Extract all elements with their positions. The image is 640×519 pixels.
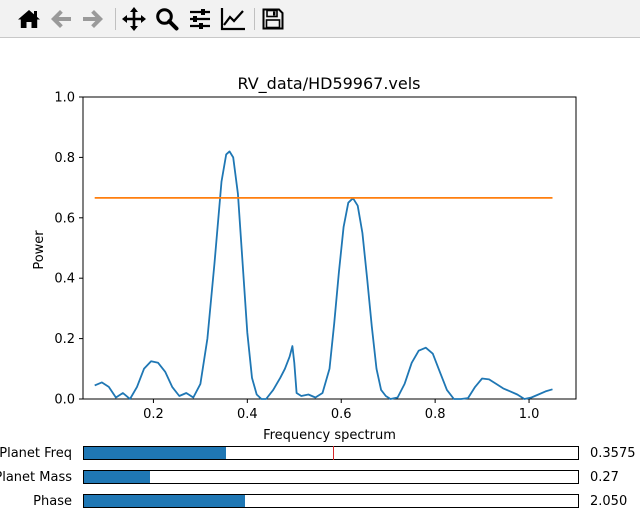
phase-slider[interactable]: [83, 494, 579, 508]
y-tick-label: 0.6: [54, 211, 75, 226]
y-tick-label: 0.0: [54, 393, 75, 408]
x-tick-label: 0.2: [143, 407, 164, 422]
planet-freq-initial-marker: [333, 446, 335, 460]
phase-label: Phase: [33, 494, 72, 509]
y-tick-label: 0.2: [54, 332, 75, 347]
y-tick-label: 0.8: [54, 151, 75, 166]
y-tick-label: 0.4: [54, 272, 75, 287]
plot-area[interactable]: [82, 96, 577, 400]
home-icon[interactable]: [16, 6, 42, 32]
planet-freq-value: 0.3575: [590, 446, 636, 461]
planet-mass-slider-fill: [84, 471, 150, 483]
x-axis-ticks: 0.2 0.4 0.6 0.8 1.0: [143, 399, 539, 422]
y-tick-label: 1.0: [54, 91, 75, 106]
plot-figure: RV_data/HD59967.vels 0.00.20.40.60.81.0 …: [32, 74, 577, 443]
subplots-sliders-icon[interactable]: [187, 6, 213, 32]
data-lines: [94, 150, 553, 400]
power-spectrum-line: [94, 150, 553, 400]
x-axis-label: Frequency spectrum: [263, 428, 396, 443]
slider-row-planet-mass: Planet Mass 0.27: [0, 470, 640, 490]
toolbar-separator: [115, 8, 116, 30]
slider-row-planet-freq: Planet Freq 0.3575: [0, 446, 640, 466]
pan-move-icon[interactable]: [121, 6, 147, 32]
planet-mass-slider[interactable]: [83, 470, 579, 484]
toolbar-separator: [254, 8, 255, 30]
planet-freq-label: Planet Freq: [0, 446, 72, 461]
back-arrow-icon[interactable]: [48, 6, 74, 32]
planet-freq-slider[interactable]: [83, 446, 579, 460]
x-tick-label: 0.8: [425, 407, 446, 422]
zoom-magnifier-icon[interactable]: [154, 6, 180, 32]
planet-freq-slider-fill: [84, 447, 226, 459]
navigation-toolbar: [0, 0, 640, 38]
y-axis-ticks: 0.0 0.2 0.4 0.6 0.8 1.0: [54, 91, 83, 408]
chart-title: RV_data/HD59967.vels: [237, 74, 420, 94]
y-axis-label: Power: [32, 230, 47, 270]
forward-arrow-icon[interactable]: [80, 6, 106, 32]
x-tick-label: 1.0: [519, 407, 540, 422]
planet-mass-value: 0.27: [590, 470, 619, 485]
save-floppy-icon[interactable]: [260, 6, 286, 32]
x-tick-label: 0.6: [331, 407, 352, 422]
phase-value: 2.050: [590, 494, 628, 509]
phase-slider-fill: [84, 495, 245, 507]
planet-mass-label: Planet Mass: [0, 470, 72, 485]
x-tick-label: 0.4: [237, 407, 258, 422]
slider-row-phase: Phase 2.050: [0, 494, 640, 514]
edit-axes-chart-icon[interactable]: [220, 6, 246, 32]
